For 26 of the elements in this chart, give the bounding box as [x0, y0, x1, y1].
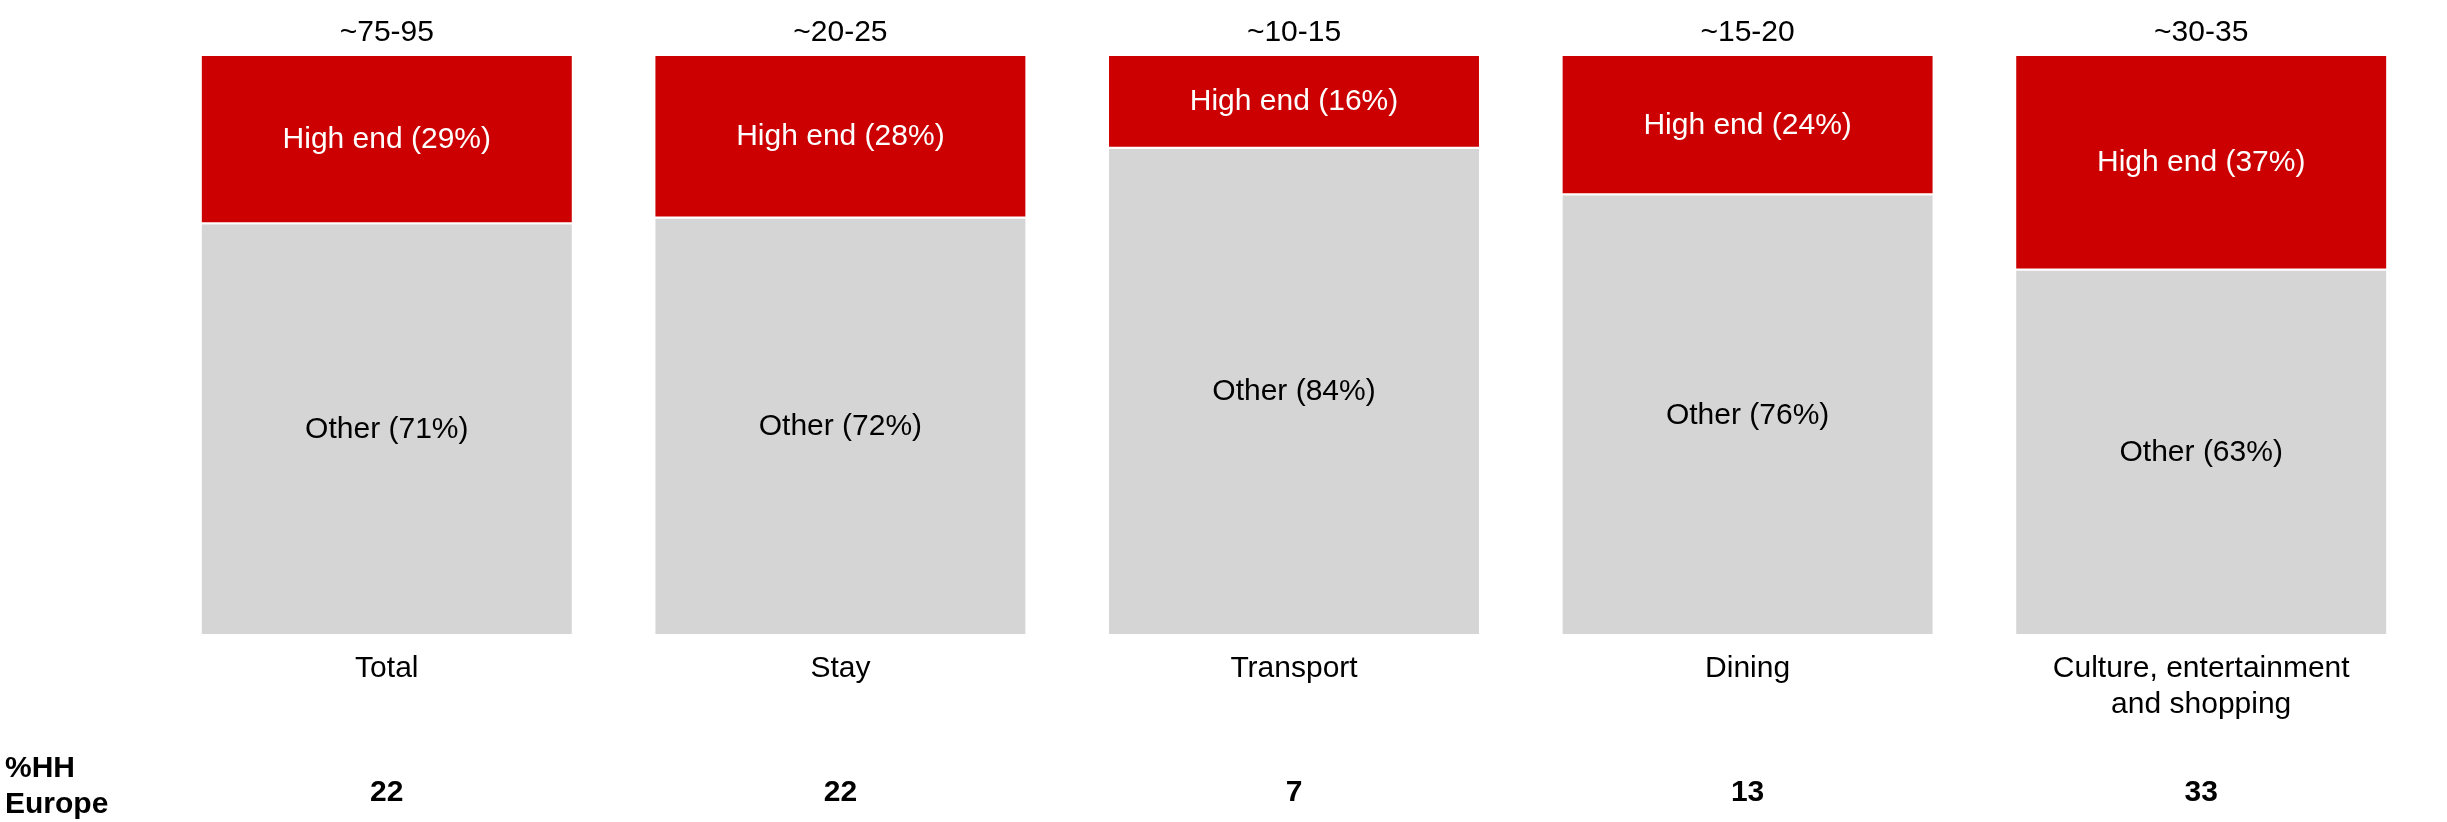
data-label: High end (28%) — [736, 118, 945, 152]
text: 7 — [1285, 774, 1303, 807]
x-tick-label: Total — [355, 650, 419, 683]
x-tick-label: Dining — [1705, 650, 1791, 683]
total-label: ~30-35 — [2154, 14, 2249, 47]
data-label: High end (16%) — [1189, 83, 1399, 117]
total-label: ~20-25 — [793, 14, 888, 47]
text: 22 — [370, 774, 404, 807]
total-label: ~75-95 — [339, 14, 434, 47]
data-label: High end (29%) — [282, 121, 492, 155]
data-label: Other (76%) — [1665, 396, 1830, 430]
text: 22 — [823, 774, 858, 807]
data-label: Other (72%) — [758, 408, 923, 442]
text: %HH Europe — [5, 750, 109, 819]
text: 33 — [2184, 774, 2218, 807]
x-tick-label: Transport — [1230, 650, 1359, 683]
total-label: ~10-15 — [1246, 14, 1342, 47]
x-tick-label: Culture, entertainment and shopping — [2052, 650, 2351, 719]
data-label: Other (63%) — [2119, 434, 2283, 468]
text: 13 — [1730, 774, 1765, 807]
data-label: High end (24%) — [1643, 106, 1852, 140]
x-tick-label: Stay — [810, 650, 871, 683]
data-label: High end (37%) — [2096, 144, 2306, 178]
total-label: ~15-20 — [1700, 14, 1795, 47]
data-label: Other (84%) — [1212, 373, 1376, 407]
data-label: Other (71%) — [305, 411, 469, 445]
